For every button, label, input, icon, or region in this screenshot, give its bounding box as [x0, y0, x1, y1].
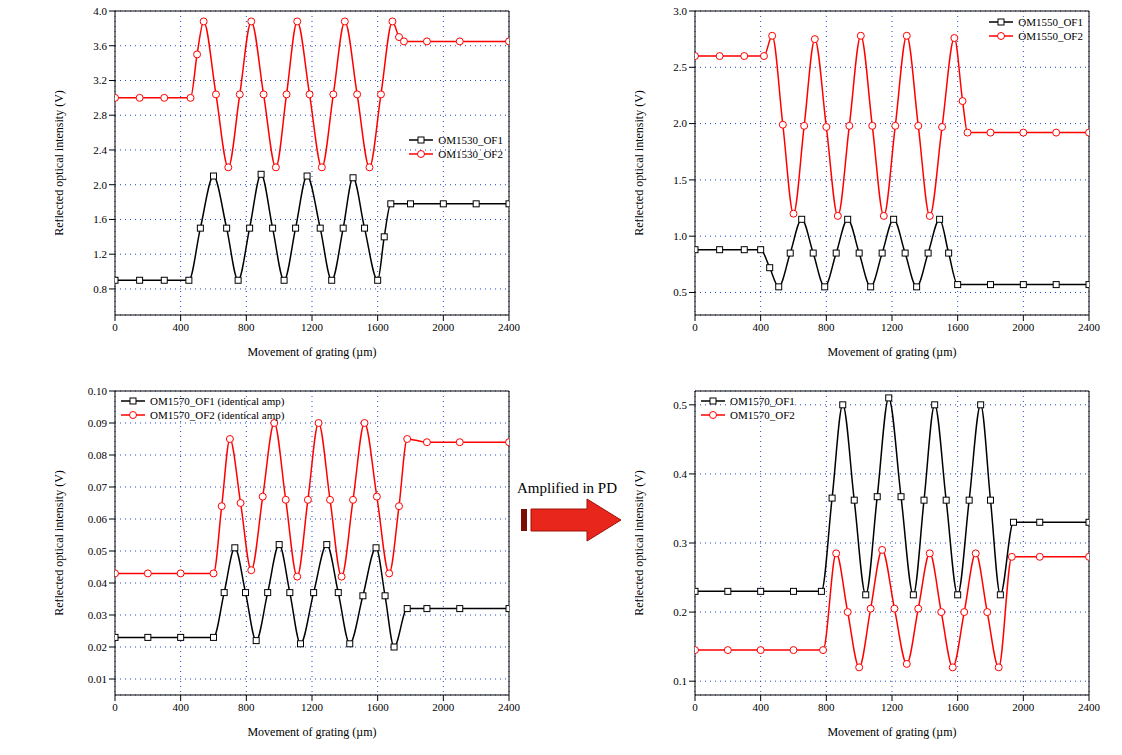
svg-text:0.05: 0.05 — [88, 545, 108, 557]
svg-text:1600: 1600 — [947, 701, 970, 713]
svg-text:Reflected optical intensity (V: Reflected optical intensity (V) — [55, 90, 66, 236]
html-text:OM1550_OF1: OM1550_OF1 — [1018, 16, 1083, 28]
svg-text:3.0: 3.0 — [673, 5, 687, 17]
svg-text:2000: 2000 — [1012, 701, 1035, 713]
svg-text:0.5: 0.5 — [673, 399, 687, 411]
svg-text:3.6: 3.6 — [93, 40, 107, 52]
svg-text:2000: 2000 — [432, 701, 455, 713]
svg-text:1.0: 1.0 — [673, 230, 687, 242]
svg-text:Movement of grating (µm): Movement of grating (µm) — [247, 725, 376, 739]
svg-text:2000: 2000 — [432, 321, 455, 333]
svg-text:1600: 1600 — [367, 321, 390, 333]
html-text:OM1570_OF1: OM1570_OF1 — [730, 395, 795, 407]
svg-text:0.03: 0.03 — [88, 609, 108, 621]
svg-text:Reflected optical intensity (V: Reflected optical intensity (V) — [635, 470, 646, 616]
svg-text:1200: 1200 — [881, 321, 904, 333]
svg-text:2.4: 2.4 — [93, 144, 107, 156]
svg-text:1600: 1600 — [367, 701, 390, 713]
html-text:OM1530_OF2: OM1530_OF2 — [438, 148, 503, 160]
svg-text:4.0: 4.0 — [93, 5, 107, 17]
svg-text:2400: 2400 — [1078, 701, 1100, 713]
svg-text:0: 0 — [112, 701, 118, 713]
svg-text:400: 400 — [172, 321, 189, 333]
svg-text:1.2: 1.2 — [93, 248, 107, 260]
html-text:OM1530_OF1: OM1530_OF1 — [438, 134, 503, 146]
svg-text:1200: 1200 — [301, 321, 324, 333]
html-text:OM1570_OF2 (identical amp): OM1570_OF2 (identical amp) — [150, 409, 285, 421]
svg-text:Movement of grating (µm): Movement of grating (µm) — [827, 725, 956, 739]
svg-text:2400: 2400 — [498, 701, 520, 713]
svg-text:0.3: 0.3 — [673, 537, 687, 549]
svg-text:0.06: 0.06 — [88, 513, 108, 525]
svg-text:2.8: 2.8 — [93, 109, 107, 121]
svg-text:Reflected optical intensity (V: Reflected optical intensity (V) — [635, 90, 646, 236]
svg-text:800: 800 — [818, 701, 835, 713]
svg-text:3.2: 3.2 — [93, 74, 107, 86]
svg-text:1.6: 1.6 — [93, 213, 107, 225]
svg-text:0: 0 — [692, 321, 698, 333]
svg-text:0.04: 0.04 — [88, 577, 108, 589]
svg-text:Reflected optical intensity (V: Reflected optical intensity (V) — [55, 470, 66, 616]
svg-text:1200: 1200 — [301, 701, 324, 713]
svg-text:800: 800 — [818, 321, 835, 333]
svg-text:2.5: 2.5 — [673, 61, 687, 73]
svg-text:2400: 2400 — [498, 321, 520, 333]
svg-text:400: 400 — [752, 321, 769, 333]
svg-text:0.08: 0.08 — [88, 449, 108, 461]
svg-text:0.10: 0.10 — [88, 385, 108, 397]
svg-text:1.5: 1.5 — [673, 174, 687, 186]
svg-text:0.07: 0.07 — [88, 481, 108, 493]
svg-text:0.02: 0.02 — [88, 641, 107, 653]
svg-text:2400: 2400 — [1078, 321, 1100, 333]
svg-text:400: 400 — [752, 701, 769, 713]
svg-text:0: 0 — [692, 701, 698, 713]
svg-text:400: 400 — [172, 701, 189, 713]
svg-text:2.0: 2.0 — [673, 117, 687, 129]
svg-text:0.1: 0.1 — [673, 675, 687, 687]
html-text:OM1550_OF2: OM1550_OF2 — [1018, 30, 1083, 42]
svg-text:2000: 2000 — [1012, 321, 1035, 333]
html-text:OM1570_OF2: OM1570_OF2 — [730, 409, 795, 421]
html-text:OM1570_OF1 (identical amp): OM1570_OF1 (identical amp) — [150, 395, 285, 407]
svg-text:0.8: 0.8 — [93, 283, 107, 295]
html-text:Amplified in PD: Amplified in PD — [517, 480, 617, 496]
svg-text:1600: 1600 — [947, 321, 970, 333]
svg-text:Movement of grating (µm): Movement of grating (µm) — [247, 345, 376, 359]
svg-text:Movement of grating (µm): Movement of grating (µm) — [827, 345, 956, 359]
svg-text:800: 800 — [238, 701, 255, 713]
svg-text:2.0: 2.0 — [93, 179, 107, 191]
svg-text:0.4: 0.4 — [673, 468, 687, 480]
svg-text:800: 800 — [238, 321, 255, 333]
svg-text:0.09: 0.09 — [88, 417, 108, 429]
svg-text:0: 0 — [112, 321, 118, 333]
svg-text:0.01: 0.01 — [88, 673, 107, 685]
svg-text:1200: 1200 — [881, 701, 904, 713]
svg-text:0.2: 0.2 — [673, 606, 687, 618]
svg-text:0.5: 0.5 — [673, 286, 687, 298]
